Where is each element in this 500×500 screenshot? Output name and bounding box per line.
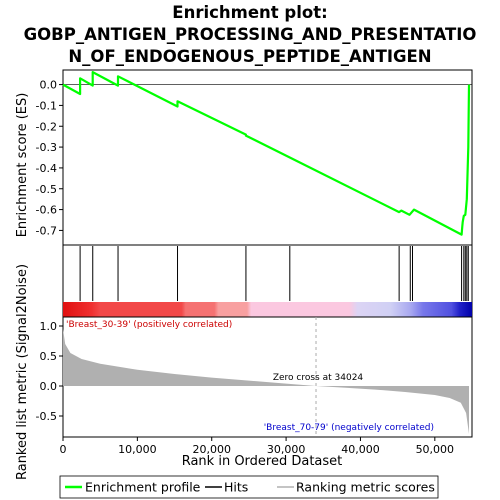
metric-y-axis: 1.0 0.5 0.0 -0.5 [36,320,63,423]
title-line-2: GOBP_ANTIGEN_PROCESSING_AND_PRESENTATIO [24,25,477,44]
es-curve-group [62,70,471,236]
es-y-tick-label: -0.1 [36,99,57,112]
metric-y-tick-label: 1.0 [40,320,58,333]
metric-x-tick-label: 0 [60,443,67,456]
es-y-tick-label: -0.5 [36,183,57,196]
metric-x-tick-label: 30,000 [267,443,306,456]
title-line-3: N_OF_ENDOGENOUS_PEPTIDE_ANTIGEN [68,47,431,66]
metric-area-group [63,329,470,434]
rank-colorbar [63,302,472,317]
legend-frame [59,475,439,499]
metric-x-axis: 0 10,000 20,000 30,000 40,000 50,000 [60,437,455,456]
es-y-axis-label: Enrichment score (ES) [15,93,30,238]
es-y-tick-label: -0.3 [36,141,57,154]
es-y-tick-label: -0.4 [36,162,57,175]
es-y-tick-label: -0.6 [36,204,57,217]
metric-x-axis-label: Rank in Ordered Dataset [182,454,343,469]
es-y-tick-label: -0.2 [36,120,57,133]
metric-x-tick-label: 50,000 [416,443,455,456]
es-y-tick-label: 0.0 [40,79,58,92]
legend: Enrichment profile Hits Ranking metric s… [59,475,439,499]
es-panel: 0.0 -0.1 -0.2 -0.3 -0.4 -0.5 -0.6 -0.7 Enrichme… [15,69,473,246]
metric-x-tick-label: 40,000 [341,443,380,456]
hits-group [79,246,469,301]
rank-colorbar-fill [63,302,472,317]
positive-correlation-label: 'Breast_30-39' (positively correlated) [66,320,232,330]
negative-correlation-label: 'Breast_70-79' (negatively correlated) [264,423,434,433]
metric-y-tick-label: 0.5 [40,350,58,363]
metric-y-tick-label: -0.5 [36,410,57,423]
metric-y-axis-label: Ranked list metric (Signal2Noise) [15,264,30,480]
metric-area [63,329,470,434]
title-line-1: Enrichment plot: [172,3,327,22]
metric-x-tick-label: 20,000 [192,443,231,456]
metric-x-tick-label: 10,000 [118,443,157,456]
metric-panel: 'Breast_30-39' (positively correlated) Z… [15,264,473,480]
es-y-axis: 0.0 -0.1 -0.2 -0.3 -0.4 -0.5 -0.6 -0.7 [36,79,63,237]
es-y-tick-label: -0.7 [36,224,57,237]
es-plot-frame [62,69,473,246]
metric-y-tick-label: 0.0 [40,380,58,393]
legend-label-ranking: Ranking metric scores [296,480,435,495]
legend-label-enrichment: Enrichment profile [85,480,201,495]
zero-cross-label: Zero cross at 34024 [273,373,364,383]
es-curve [62,70,471,236]
legend-label-hits: Hits [224,480,248,495]
